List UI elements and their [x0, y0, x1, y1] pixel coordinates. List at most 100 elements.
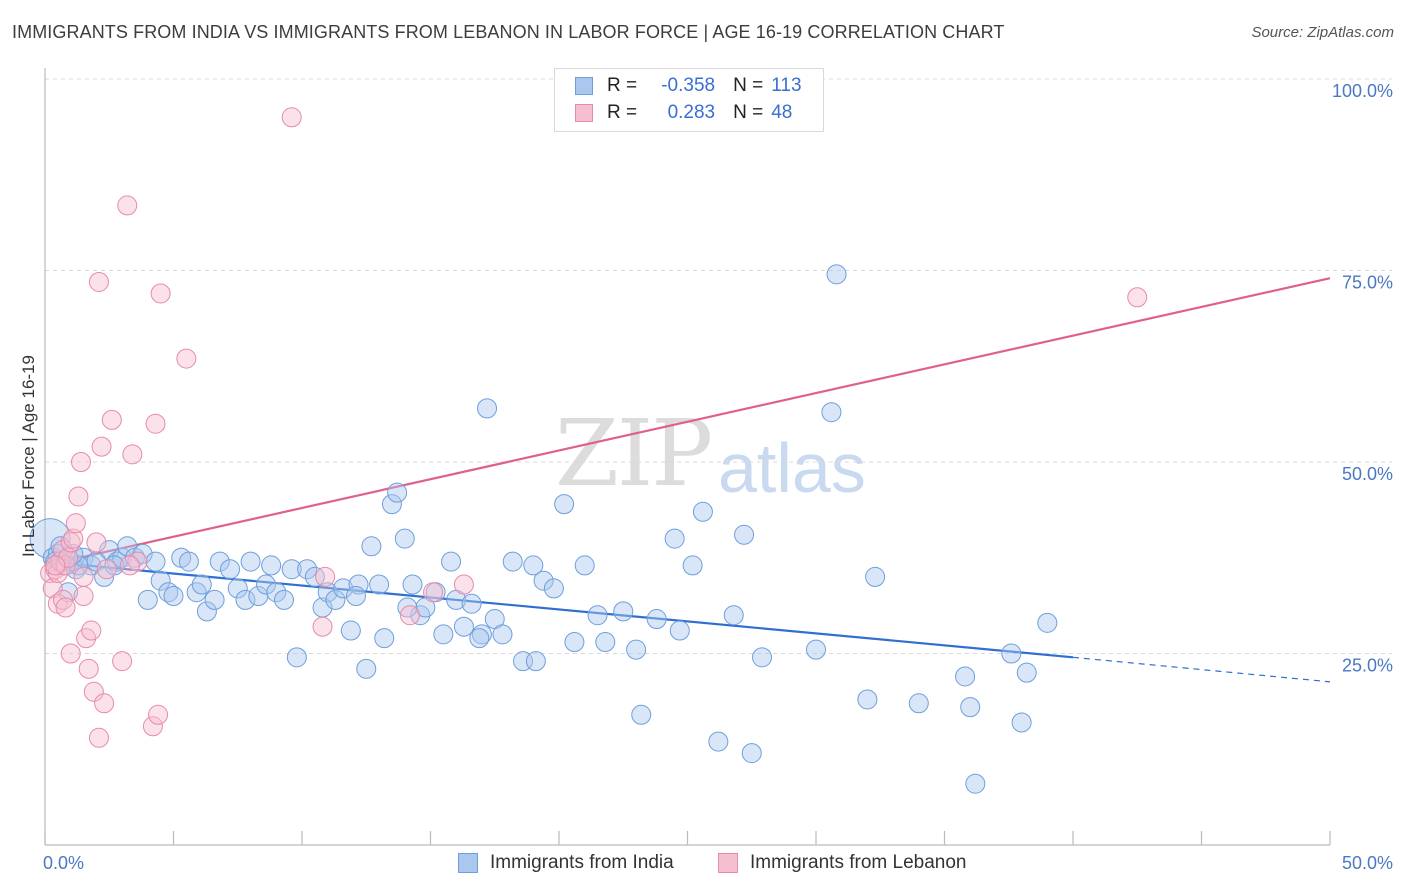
lebanon-point: [73, 566, 94, 587]
lebanon-points: [40, 107, 1148, 748]
india-point: [502, 551, 523, 572]
india-point: [543, 578, 564, 599]
india-point: [564, 632, 585, 653]
lebanon-point: [58, 547, 79, 568]
india-point: [613, 601, 634, 622]
lebanon-point: [73, 586, 94, 607]
y-tick-label: 75.0%: [1342, 273, 1393, 293]
lebanon-legend-label: Immigrants from Lebanon: [750, 852, 967, 873]
india-point: [369, 574, 390, 595]
india-point: [304, 566, 325, 587]
lebanon-point: [55, 555, 76, 576]
india-point: [220, 559, 241, 580]
india-point: [955, 666, 976, 687]
lebanon-point: [423, 582, 444, 603]
india-point: [692, 501, 713, 522]
legend-item-india[interactable]: Immigrants from India: [458, 852, 674, 874]
trend-lines: [44, 277, 1331, 683]
india-point: [461, 593, 482, 614]
legend-item-lebanon[interactable]: Immigrants from Lebanon: [718, 852, 967, 874]
india-point: [178, 551, 199, 572]
n-value: 113: [771, 75, 802, 96]
lebanon-point: [312, 616, 333, 637]
india-point: [261, 555, 282, 576]
india-point: [741, 743, 762, 764]
chart-title: IMMIGRANTS FROM INDIA VS IMMIGRANTS FROM…: [12, 22, 1005, 42]
india-point: [50, 536, 71, 557]
india-point: [965, 773, 986, 794]
lebanon-point: [91, 436, 112, 457]
india-point: [1001, 643, 1022, 664]
lebanon-point: [101, 409, 122, 430]
lebanon-point: [117, 195, 138, 216]
india-point: [574, 555, 595, 576]
india-point: [345, 586, 366, 607]
india-point: [734, 524, 755, 545]
india-point: [397, 597, 418, 618]
india-legend-swatch: [458, 853, 478, 873]
india-point: [361, 536, 382, 557]
india-point: [664, 528, 685, 549]
india-point: [281, 559, 302, 580]
india-point: [682, 555, 703, 576]
series-legend: Immigrants from India Immigrants from Le…: [0, 852, 1406, 878]
india-point: [554, 494, 575, 515]
n-value: 48: [771, 102, 793, 123]
lebanon-point: [68, 486, 89, 507]
lebanon-swatch: [575, 104, 593, 122]
y-tick-label: 50.0%: [1342, 464, 1393, 484]
lebanon-point: [60, 532, 81, 553]
lebanon-point: [63, 528, 84, 549]
x-tick-labels: 0.0% 50.0%: [43, 853, 1393, 873]
india-point: [94, 566, 115, 587]
india-point: [806, 639, 826, 660]
lebanon-point: [78, 658, 99, 679]
india-point: [469, 628, 490, 649]
india-point: [821, 402, 842, 423]
india-point: [453, 616, 474, 637]
india-point: [137, 589, 158, 610]
india-point: [297, 559, 318, 580]
india-point: [523, 555, 544, 576]
lebanon-point: [88, 271, 109, 292]
india-point: [433, 624, 454, 645]
india-point: [145, 551, 166, 572]
india-point: [150, 570, 171, 591]
lebanon-point: [55, 597, 76, 618]
india-point: [29, 518, 71, 560]
y-tick-labels: 100.0% 75.0% 50.0% 25.0%: [1332, 81, 1393, 676]
lebanon-point: [94, 693, 115, 714]
india-point: [525, 651, 546, 672]
india-point: [387, 482, 408, 503]
india-point: [204, 589, 225, 610]
lebanon-point: [1127, 287, 1148, 308]
y-tick-label: 100.0%: [1332, 81, 1393, 101]
india-point: [227, 578, 248, 599]
india-point: [708, 731, 729, 752]
india-point: [595, 632, 616, 653]
india-trend-line: [44, 560, 1074, 659]
india-point: [960, 697, 981, 718]
lebanon-point: [45, 555, 66, 576]
india-point: [286, 647, 307, 668]
india-point: [402, 574, 423, 595]
source-label: Source: ZipAtlas.com: [1251, 24, 1394, 41]
lebanon-point: [145, 413, 166, 434]
india-point: [325, 589, 346, 610]
lebanon-point: [122, 444, 143, 465]
india-point: [723, 605, 744, 626]
r-label: R =: [607, 75, 638, 96]
lebanon-point: [176, 348, 197, 369]
n-label: N =: [733, 75, 764, 96]
lebanon-point: [86, 532, 107, 553]
india-point: [235, 589, 256, 610]
india-point: [1016, 662, 1037, 683]
x-tick-label: 50.0%: [1342, 853, 1393, 873]
lebanon-point: [142, 716, 163, 737]
lebanon-point: [281, 107, 302, 128]
lebanon-point: [119, 555, 140, 576]
india-point: [266, 582, 287, 603]
india-point: [1011, 712, 1032, 733]
india-point: [865, 566, 886, 587]
